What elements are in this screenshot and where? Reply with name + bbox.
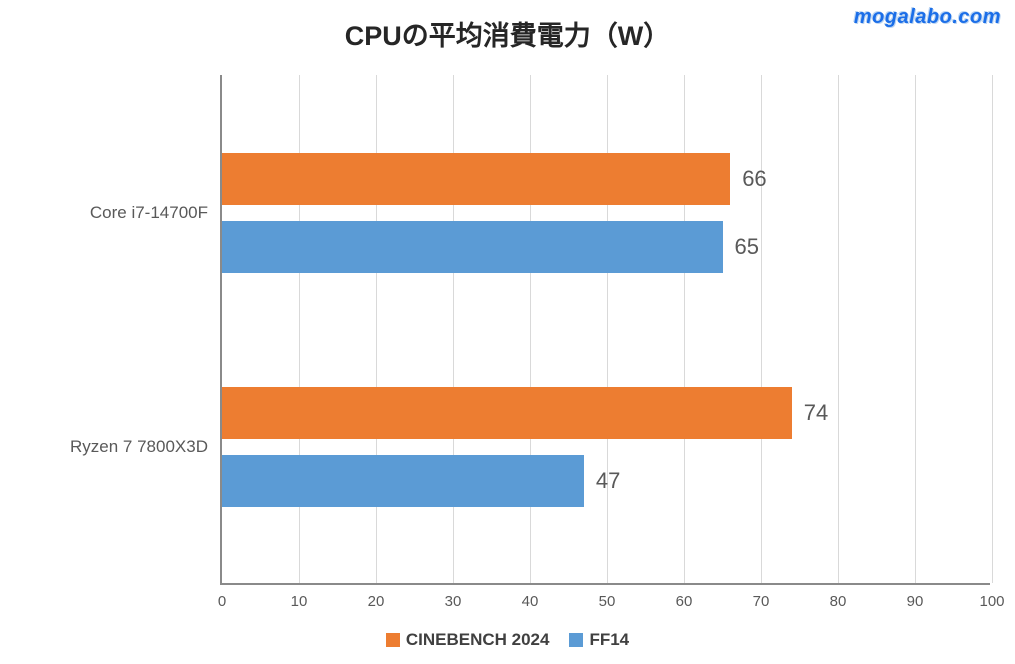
bar	[222, 221, 723, 273]
gridline	[915, 75, 916, 583]
legend-swatch	[386, 633, 400, 647]
x-tick-label: 40	[522, 593, 539, 610]
x-tick-label: 10	[291, 593, 308, 610]
x-tick-label: 20	[368, 593, 385, 610]
x-tick-label: 0	[218, 593, 226, 610]
gridline	[838, 75, 839, 583]
legend-item: CINEBENCH 2024	[386, 630, 550, 650]
y-tick-label: Ryzen 7 7800X3D	[70, 437, 222, 457]
bar	[222, 387, 792, 439]
legend-label: FF14	[589, 630, 629, 650]
legend-item: FF14	[569, 630, 629, 650]
gridline	[684, 75, 685, 583]
x-tick-label: 90	[907, 593, 924, 610]
legend-label: CINEBENCH 2024	[406, 630, 550, 650]
x-tick-label: 70	[753, 593, 770, 610]
bar	[222, 455, 584, 507]
x-tick-label: 30	[445, 593, 462, 610]
x-tick-label: 80	[830, 593, 847, 610]
chart-title: CPUの平均消費電力（W）	[0, 14, 1015, 53]
x-tick-label: 100	[979, 593, 1004, 610]
y-tick-label: Core i7-14700F	[90, 203, 222, 223]
bar-value-label: 66	[742, 166, 766, 192]
x-tick-label: 50	[599, 593, 616, 610]
bar-value-label: 47	[596, 468, 620, 494]
bar-value-label: 65	[735, 234, 759, 260]
bar	[222, 153, 730, 205]
gridline	[607, 75, 608, 583]
chart-container: mogalabo.com CPUの平均消費電力（W） 0102030405060…	[0, 0, 1015, 664]
plot-area: 0102030405060708090100Core i7-14700F6665…	[220, 75, 990, 585]
gridline	[761, 75, 762, 583]
x-tick-label: 60	[676, 593, 693, 610]
gridline	[992, 75, 993, 583]
bar-value-label: 74	[804, 400, 828, 426]
legend: CINEBENCH 2024 FF14	[0, 630, 1015, 652]
legend-swatch	[569, 633, 583, 647]
